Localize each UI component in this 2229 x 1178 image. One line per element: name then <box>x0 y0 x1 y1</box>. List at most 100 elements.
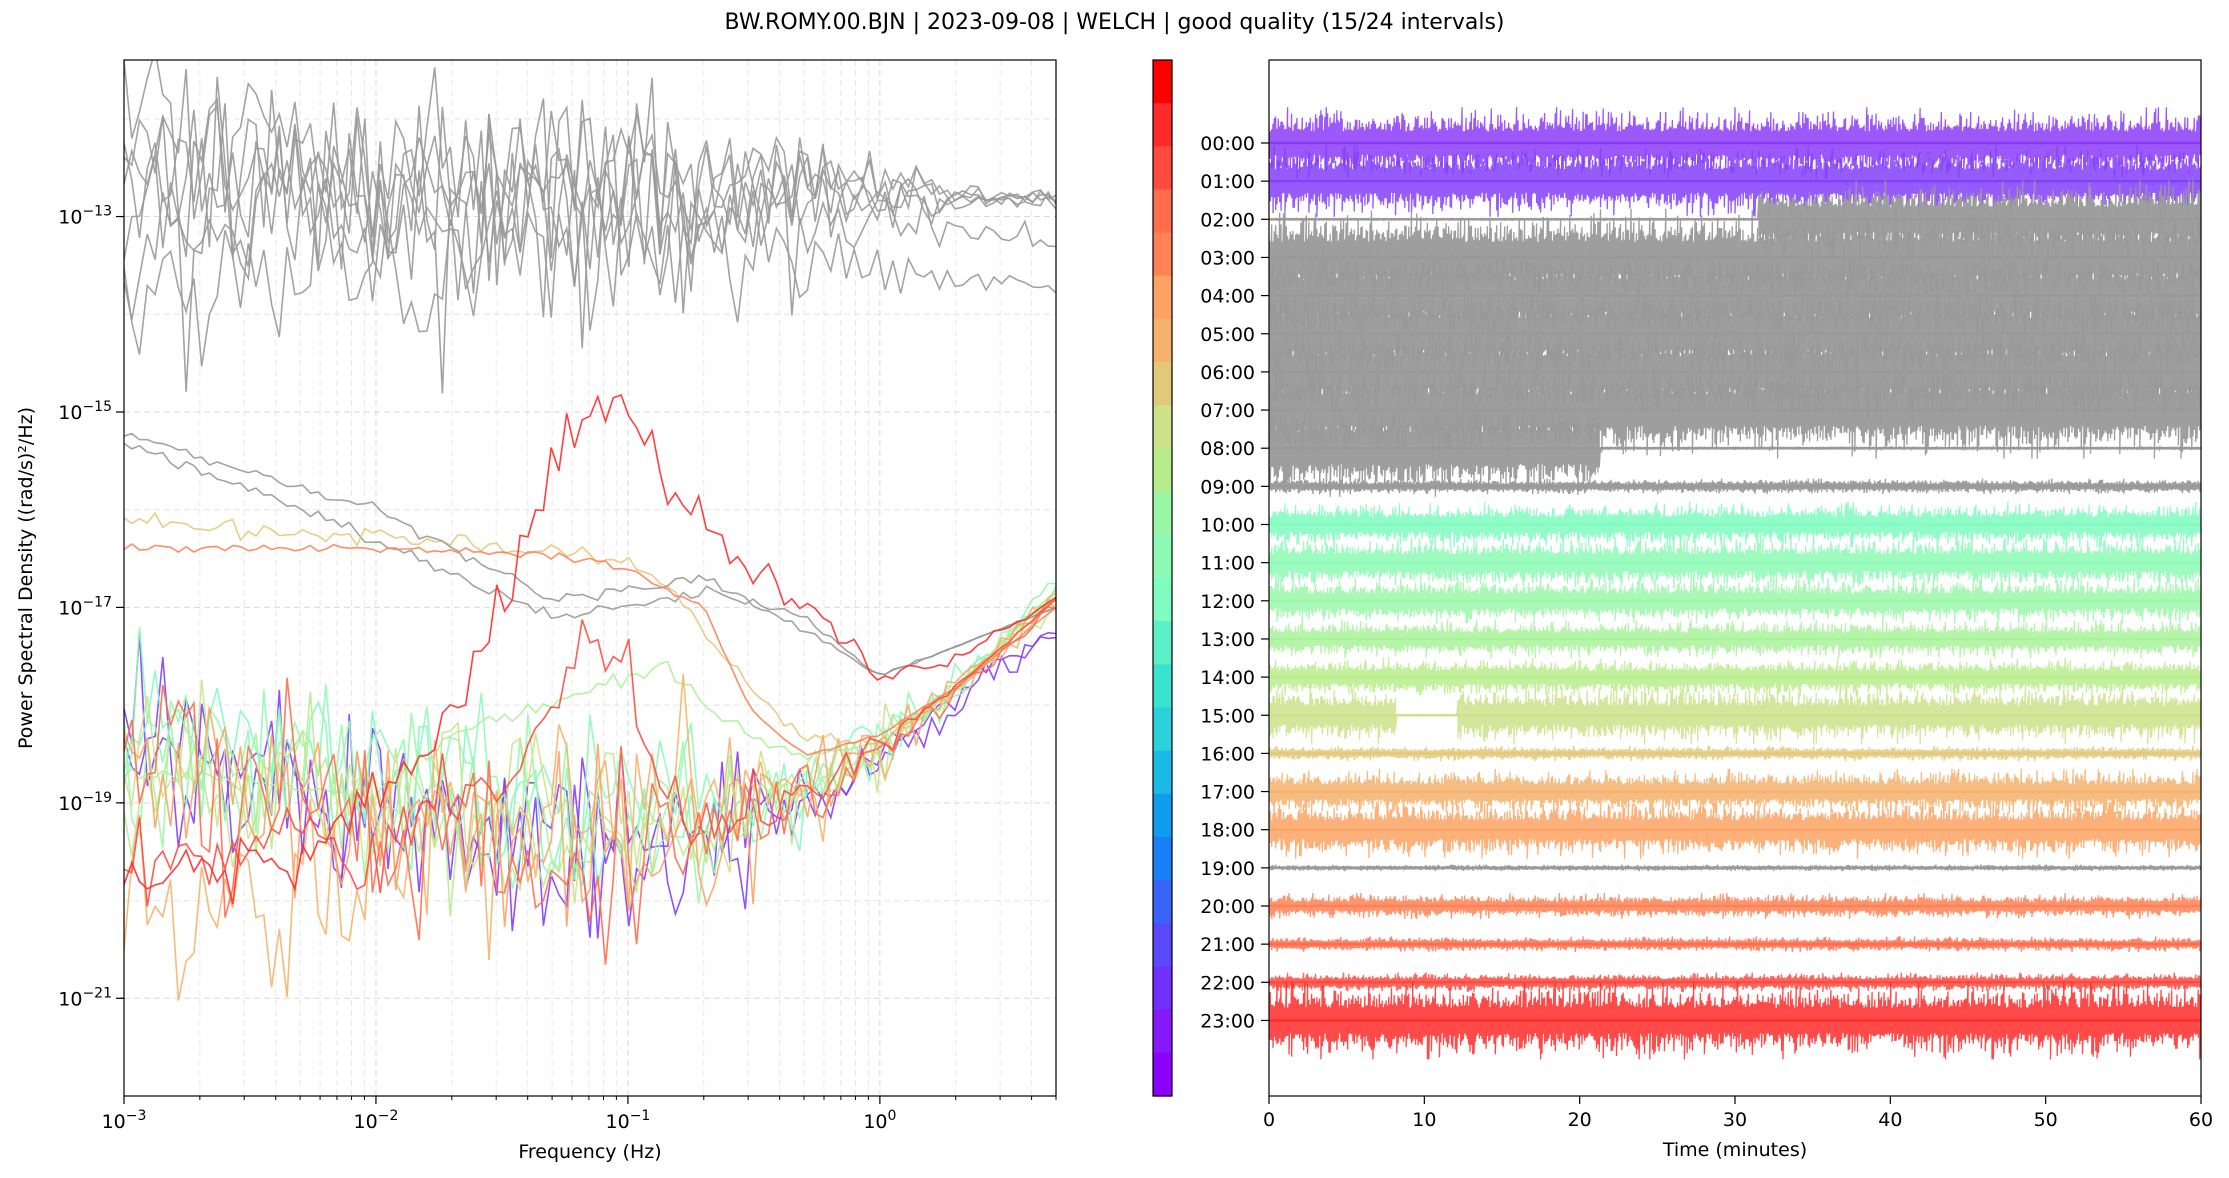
psd-curve-0700 <box>124 125 1056 394</box>
figure-title: BW.ROMY.00.BJN | 2023-09-08 | WELCH | go… <box>724 10 1505 35</box>
colorbar-segment <box>1153 189 1172 234</box>
hour-label: 11:00 <box>1200 553 1255 575</box>
colorbar-segment <box>1153 923 1172 968</box>
colorbar-segment <box>1153 837 1172 881</box>
hour-label: 08:00 <box>1200 438 1255 460</box>
hour-label: 17:00 <box>1200 782 1255 804</box>
psd-curve-1800 <box>124 598 1056 927</box>
hour-label: 06:00 <box>1200 362 1255 384</box>
psd-curve-2100 <box>124 605 1056 965</box>
colorbar <box>1152 59 1173 1097</box>
hour-label: 19:00 <box>1200 858 1255 880</box>
colorbar-segment <box>1153 1009 1172 1054</box>
colorbar-segment <box>1153 1052 1172 1097</box>
psd-curve-1200 <box>124 587 1056 904</box>
y-tick-label: 10−19 <box>58 790 112 815</box>
hour-label: 16:00 <box>1200 743 1255 765</box>
x-tick-label: 10−3 <box>102 1108 147 1133</box>
hour-label: 03:00 <box>1200 247 1255 269</box>
colorbar-segment <box>1153 750 1172 795</box>
colorbar-segment <box>1153 103 1172 147</box>
hour-label: 15:00 <box>1200 705 1255 727</box>
colorbar-segment <box>1153 362 1172 406</box>
psd-panel: 10−3 10−2 10−1 100 10−21 10−19 10−17 10−15 10−13… <box>15 59 1057 1163</box>
colorbar-segment <box>1153 707 1172 752</box>
psd-curve-1900 <box>124 432 1056 676</box>
trace-1300 <box>1269 619 2201 659</box>
x-tick-label: 30 <box>1723 1109 1747 1131</box>
waveform-panel: 00:00 01:00 02:00 03:00 04:00 05:00 06:00 07:00… <box>1200 59 2213 1161</box>
colorbar-segment <box>1153 405 1172 450</box>
psd-curve-1500 <box>124 603 1056 904</box>
x-tick-label: 10−1 <box>606 1108 651 1133</box>
hour-label: 21:00 <box>1200 934 1255 956</box>
hour-label: 01:00 <box>1200 171 1255 193</box>
x-tick-label: 10 <box>1412 1109 1436 1131</box>
colorbar-segment <box>1153 880 1172 924</box>
hour-label: 02:00 <box>1200 209 1255 231</box>
x-tick-label: 10−2 <box>354 1108 399 1133</box>
hour-label: 20:00 <box>1200 896 1255 918</box>
trace-1100 <box>1269 536 2201 589</box>
psd-curve-2000 <box>124 543 1056 756</box>
psd-curve-1000 <box>124 585 1056 887</box>
psd-x-axis-label: Frequency (Hz) <box>518 1141 661 1163</box>
hour-label: 14:00 <box>1200 667 1255 689</box>
psd-y-axis-label: Power Spectral Density ((rad/s)²/Hz) <box>15 407 37 749</box>
psd-curve-0500 <box>124 76 1056 290</box>
psd-frame <box>123 59 1057 1097</box>
hour-label: 13:00 <box>1200 629 1255 651</box>
colorbar-segment <box>1153 60 1172 104</box>
trace-0400 <box>1269 246 2201 345</box>
psd-curve-0100 <box>124 631 1056 938</box>
trace-0100 <box>1269 145 2201 217</box>
waveform-traces <box>1269 107 2201 1060</box>
colorbar-segment <box>1153 664 1172 709</box>
x-tick-label: 20 <box>1568 1109 1592 1131</box>
hour-label: 10:00 <box>1200 515 1255 537</box>
trace-0600 <box>1269 323 2201 421</box>
y-tick-label: 10−21 <box>58 985 112 1010</box>
hour-label: 05:00 <box>1200 324 1255 346</box>
psd-curve-0600 <box>124 103 1056 349</box>
trace-2300 <box>1269 981 2201 1060</box>
colorbar-frame <box>1152 59 1173 1097</box>
colorbar-segment <box>1153 448 1172 493</box>
x-tick-label: 60 <box>2189 1109 2213 1131</box>
psd-curve-1100 <box>124 582 1056 880</box>
hour-label: 22:00 <box>1200 972 1255 994</box>
psd-curve-1400 <box>124 600 1056 917</box>
colorbar-segment <box>1153 621 1172 665</box>
psd-curve-0000 <box>124 633 1056 939</box>
psd-curve-2200 <box>124 598 1056 907</box>
waveform-axes: 00:00 01:00 02:00 03:00 04:00 05:00 06:00 07:00… <box>1200 133 2213 1161</box>
hour-label: 23:00 <box>1200 1010 1255 1032</box>
y-tick-label: 10−15 <box>58 399 112 424</box>
x-tick-label: 50 <box>2034 1109 2058 1131</box>
psd-curve-0800 <box>124 134 1056 367</box>
psd-curve-0300 <box>124 60 1056 318</box>
x-tick-label: 40 <box>1878 1109 1902 1131</box>
trace-0700 <box>1269 361 2201 459</box>
colorbar-segment <box>1153 232 1172 277</box>
hour-label: 00:00 <box>1200 133 1255 155</box>
colorbar-segment <box>1153 319 1172 363</box>
colorbar-segment <box>1153 966 1172 1011</box>
colorbar-segment <box>1153 534 1172 579</box>
colorbar-segment <box>1153 793 1172 838</box>
x-tick-label: 0 <box>1263 1109 1275 1131</box>
psd-curves <box>124 60 1056 1001</box>
hour-label: 09:00 <box>1200 476 1255 498</box>
y-tick-label: 10−17 <box>58 594 112 619</box>
colorbar-segment <box>1153 275 1172 320</box>
hour-label: 07:00 <box>1200 400 1255 422</box>
colorbar-segment <box>1153 578 1172 622</box>
psd-curve-0200 <box>124 109 1056 292</box>
hour-label: 18:00 <box>1200 820 1255 842</box>
x-tick-label: 100 <box>863 1108 896 1133</box>
psd-curve-2300 <box>124 393 1056 905</box>
psd-curve-1700 <box>124 592 1056 1001</box>
psd-axes: 10−3 10−2 10−1 100 10−21 10−19 10−17 10−15 10−13… <box>15 204 1057 1163</box>
colorbar-segment <box>1153 491 1172 536</box>
